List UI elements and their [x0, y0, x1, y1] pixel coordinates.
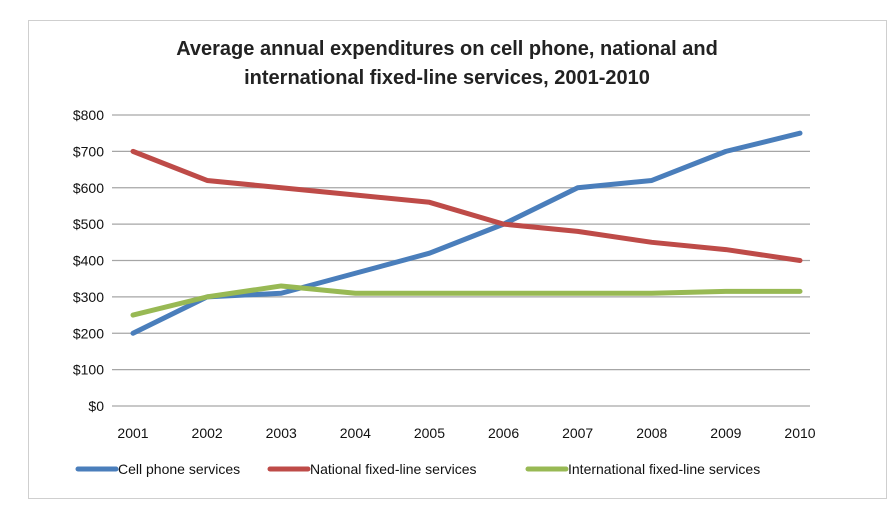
chart-title-line-1: Average annual expenditures on cell phon…: [176, 38, 718, 60]
y-tick-label: $200: [73, 325, 104, 341]
x-tick-label: 2008: [636, 425, 667, 441]
series-line-1: [130, 148, 803, 263]
chart-frame: [28, 20, 887, 499]
legend-label: National fixed-line services: [310, 461, 477, 477]
x-tick-label: 2006: [488, 425, 519, 441]
y-tick-label: $300: [73, 289, 104, 305]
x-tick-label: 2005: [414, 425, 445, 441]
y-tick-label: $0: [88, 398, 104, 414]
x-tick-label: 2004: [340, 425, 371, 441]
chart-title-line-2: international fixed-line services, 2001-…: [244, 67, 650, 89]
y-tick-label: $100: [73, 362, 104, 378]
y-tick-label: $700: [73, 143, 104, 159]
x-tick-label: 2009: [710, 425, 741, 441]
legend-label: Cell phone services: [118, 461, 240, 477]
chart-title: Average annual expenditures on cell phon…: [0, 35, 894, 93]
y-tick-label: $800: [73, 107, 104, 123]
y-tick-label: $500: [73, 216, 104, 232]
y-tick-label: $600: [73, 180, 104, 196]
x-tick-label: 2010: [784, 425, 815, 441]
x-tick-label: 2002: [192, 425, 223, 441]
x-tick-label: 2007: [562, 425, 593, 441]
y-tick-label: $400: [73, 253, 104, 269]
series-line-2: [130, 283, 803, 318]
x-tick-label: 2003: [266, 425, 297, 441]
x-tick-label: 2001: [117, 425, 148, 441]
legend-label: International fixed-line services: [568, 461, 760, 477]
series-line-0: [130, 130, 803, 336]
